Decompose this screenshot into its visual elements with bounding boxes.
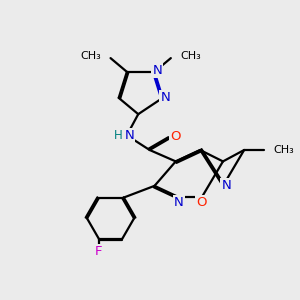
Text: N: N <box>174 196 184 208</box>
Text: O: O <box>170 130 180 143</box>
Text: O: O <box>196 196 207 208</box>
Text: N: N <box>124 129 134 142</box>
Text: H: H <box>114 129 123 142</box>
Text: CH₃: CH₃ <box>80 52 101 61</box>
Text: CH₃: CH₃ <box>181 52 201 61</box>
Text: F: F <box>95 245 103 258</box>
Text: N: N <box>221 179 231 192</box>
Text: CH₃: CH₃ <box>274 145 294 155</box>
Text: N: N <box>160 92 170 104</box>
Text: N: N <box>152 64 162 77</box>
